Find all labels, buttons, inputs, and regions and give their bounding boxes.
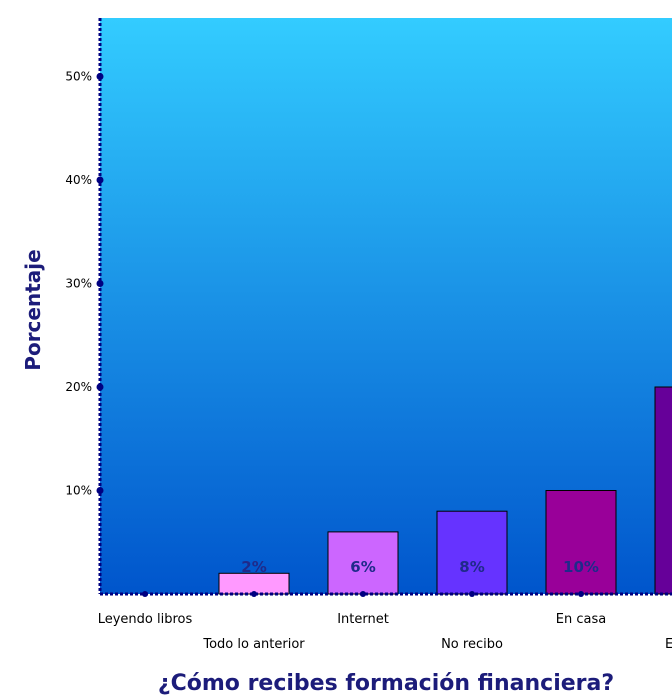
- x-tick-mark-2: [360, 591, 366, 597]
- x-tick-mark-1: [251, 591, 257, 597]
- x-tick-label-5: Escuela: [665, 637, 672, 652]
- y-tick-mark-3: [96, 176, 104, 184]
- y-tick-label-1: 20%: [65, 380, 92, 394]
- x-axis-title: ¿Cómo recibes formación financiera?: [158, 671, 614, 695]
- x-tick-label-1: Todo lo anterior: [202, 637, 305, 652]
- y-tick-label-4: 50%: [65, 70, 92, 84]
- x-tick-label-2: Internet: [337, 612, 389, 627]
- x-tick-label-3: No recibo: [441, 637, 503, 652]
- data-label-2: 6%: [350, 558, 375, 576]
- y-tick-mark-0: [96, 487, 104, 494]
- x-tick-mark-4: [578, 591, 584, 597]
- y-tick-label-3: 40%: [65, 173, 92, 187]
- x-tick-mark-0: [142, 591, 148, 597]
- y-tick-label-0: 10%: [65, 484, 92, 498]
- data-label-3: 8%: [459, 558, 484, 576]
- bar-3: [436, 510, 508, 595]
- bar-2: [327, 531, 399, 595]
- y-tick-mark-4: [96, 73, 104, 80]
- x-tick-mark-3: [469, 591, 475, 597]
- y-axis-title: Porcentaje: [21, 249, 45, 370]
- y-tick-label-2: 30%: [65, 277, 92, 291]
- data-label-1: 2%: [241, 558, 266, 576]
- y-tick-mark-1: [96, 383, 104, 391]
- y-tick-mark-2: [96, 280, 104, 287]
- bar-5: [654, 386, 672, 595]
- bar-1: [218, 572, 290, 595]
- data-label-4: 10%: [563, 558, 599, 576]
- x-tick-label-0: Leyendo libros: [98, 612, 193, 627]
- x-tick-label-4: En casa: [556, 612, 606, 627]
- bar-4: [545, 490, 617, 595]
